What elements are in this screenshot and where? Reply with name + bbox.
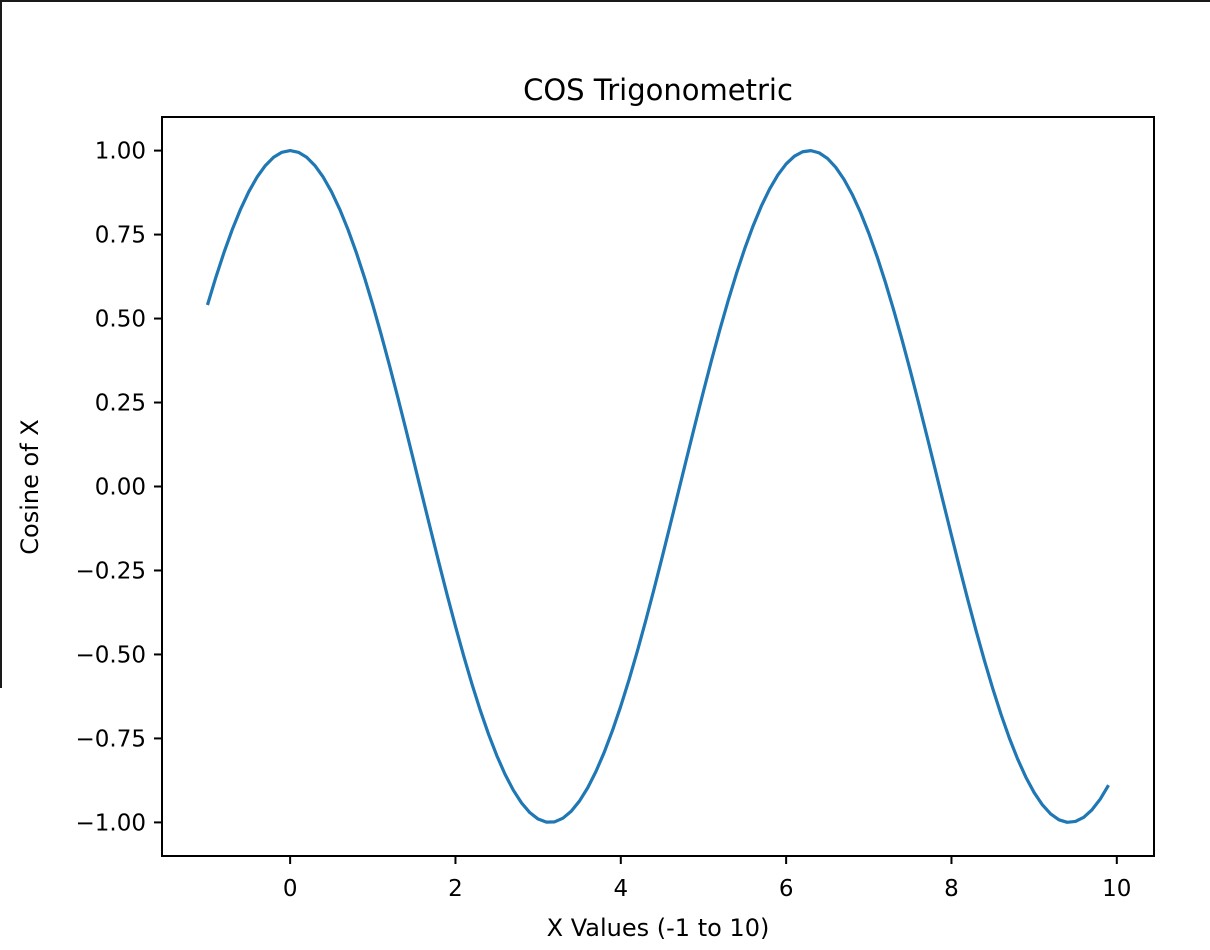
y-tick-label: 0.00 xyxy=(95,475,146,501)
y-tick-label: 1.00 xyxy=(95,139,146,165)
window-frame-top xyxy=(0,0,1210,2)
x-tick-label: 10 xyxy=(1102,876,1131,902)
plot-area xyxy=(161,116,1155,857)
y-tick-label: 0.75 xyxy=(95,223,146,249)
cos-series-line xyxy=(205,148,1110,824)
y-tick-label: −0.75 xyxy=(76,726,146,752)
x-tick-label: 6 xyxy=(779,876,794,902)
x-tick-label: 0 xyxy=(283,876,298,902)
x-tick-label: 4 xyxy=(613,876,628,902)
y-tick-label: −0.25 xyxy=(76,558,146,584)
y-axis-title: Cosine of X xyxy=(16,419,44,554)
y-tick-label: −1.00 xyxy=(76,810,146,836)
x-axis-title: X Values (-1 to 10) xyxy=(547,914,770,942)
axes-frame xyxy=(161,116,1155,857)
y-tick-label: 0.50 xyxy=(95,307,146,333)
x-tick-label: 2 xyxy=(448,876,463,902)
x-axis-ticks: 0 2 4 6 8 10 xyxy=(283,856,1131,902)
y-tick-label: 0.25 xyxy=(95,391,146,417)
chart-title: COS Trigonometric xyxy=(523,73,793,107)
x-tick-label: 8 xyxy=(944,876,959,902)
y-tick-label: −0.50 xyxy=(76,642,146,668)
y-axis-ticks: 1.00 0.75 0.50 0.25 0.00 −0.25 −0.50 −0.75 −1.00 xyxy=(76,139,162,836)
window-frame-left xyxy=(0,0,2,688)
